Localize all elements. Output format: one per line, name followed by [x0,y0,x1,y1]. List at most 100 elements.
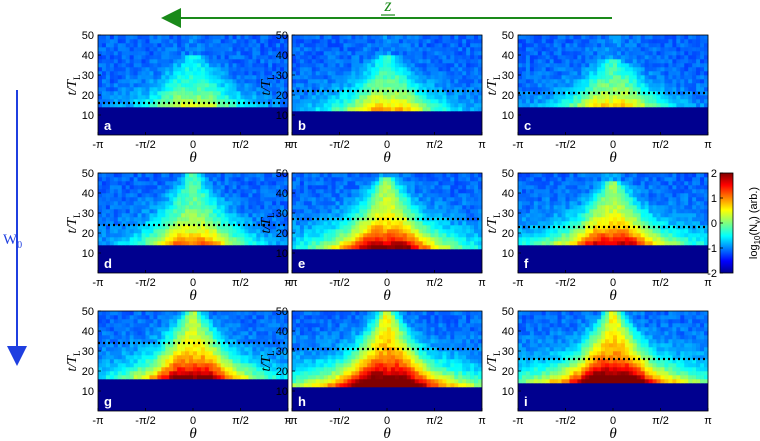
heatmap-cell [248,99,253,104]
heatmap-cell [589,217,594,222]
heatmap-cell [216,103,222,108]
heatmap-cell [605,63,610,68]
heatmap-cell [359,55,364,60]
heatmap-cell [121,79,127,84]
heatmap-cell [609,67,614,72]
heatmap-cell [240,35,245,40]
heatmap-cell [549,35,554,40]
heatmap-cell [648,87,653,92]
heatmap-cell [529,91,535,96]
heatmap-cell [474,63,479,68]
heatmap-cell [585,35,590,40]
heatmap-cell [660,47,665,52]
heatmap-cell [315,71,321,76]
heatmap-cell [394,95,400,100]
heatmap-cell [569,75,574,80]
heatmap-cell [276,75,281,80]
heatmap-cell [109,225,115,230]
heatmap-cell [605,193,610,198]
heatmap-cell [228,55,233,60]
heatmap-cell [466,83,471,88]
heatmap-cell [585,185,590,190]
heatmap-cell [620,79,626,84]
heatmap-cell [216,47,222,52]
heatmap-cell [375,43,380,48]
heatmap-cell [327,71,332,76]
heatmap-cell [367,189,372,194]
heatmap-cell [268,217,273,222]
heatmap-cell [117,71,123,76]
heatmap-cell [692,83,697,88]
heatmap-cell [359,245,364,250]
heatmap-cell [177,55,182,60]
heatmap-cell [113,51,119,56]
y-tick-label: 50 [276,168,288,180]
heatmap-cell [577,197,582,202]
heatmap-cell [470,103,475,108]
heatmap-cell [181,75,186,80]
heatmap-cell [390,241,396,246]
heatmap-cell [462,217,467,222]
heatmap-cell [402,55,408,60]
heatmap-cell [260,177,265,182]
heatmap-cell [704,47,709,52]
heatmap-cell [537,67,543,72]
heatmap-cell [585,95,590,100]
heatmap-cell [398,217,404,222]
heatmap-cell [236,193,241,198]
heatmap-cell [137,95,142,100]
heatmap-cell [367,103,372,108]
heatmap-cell [165,47,170,52]
heatmap-cell [157,39,162,44]
heatmap-cell [561,201,566,206]
heatmap-cell [410,75,416,80]
heatmap-cell [303,107,309,112]
heatmap-cell [307,71,313,76]
heatmap-cell [458,43,463,48]
heatmap-cell [224,213,229,218]
heatmap-cell [189,87,194,92]
heatmap-cell [387,55,392,60]
heatmap-cell [438,201,443,206]
heatmap-cell [189,79,194,84]
heatmap-cell [149,197,154,202]
heatmap-cell [533,39,539,44]
heatmap-cell [525,233,531,238]
heatmap-cell [585,221,590,226]
heatmap-cell [129,185,134,190]
heatmap-cell [521,63,527,68]
heatmap-cell [169,95,174,100]
heatmap-cell [359,43,364,48]
heatmap-cell [605,103,610,108]
heatmap-cell [525,87,531,92]
heatmap-cell [529,35,535,40]
heatmap-cell [343,47,348,52]
heatmap-cell [545,197,550,202]
heatmap-cell [390,87,396,92]
heatmap-cell [173,47,178,52]
heatmap-cell [430,173,435,178]
heatmap-cell [149,55,154,60]
heatmap-cell [105,35,111,40]
heatmap-cell [276,237,281,242]
heatmap-cell [446,213,451,218]
y-tick-label: 30 [276,208,288,220]
heatmap-cell [454,173,459,178]
heatmap-cell [101,43,107,48]
heatmap-cell [177,99,182,104]
heatmap-cell [280,35,285,40]
heatmap-cell [597,213,602,218]
heatmap-cell [684,55,689,60]
heatmap-cell [295,87,301,92]
heatmap-cell [121,241,127,246]
heatmap-cell [601,63,606,68]
heatmap-cell [173,51,178,56]
heatmap-cell [613,95,618,100]
heatmap-cell [98,229,103,234]
heatmap-cell [105,193,111,198]
heatmap-cell [157,63,162,68]
y-tick-label: 40 [502,50,514,62]
heatmap-cell [466,99,471,104]
heatmap-cell [299,47,305,52]
heatmap-cell [379,197,384,202]
